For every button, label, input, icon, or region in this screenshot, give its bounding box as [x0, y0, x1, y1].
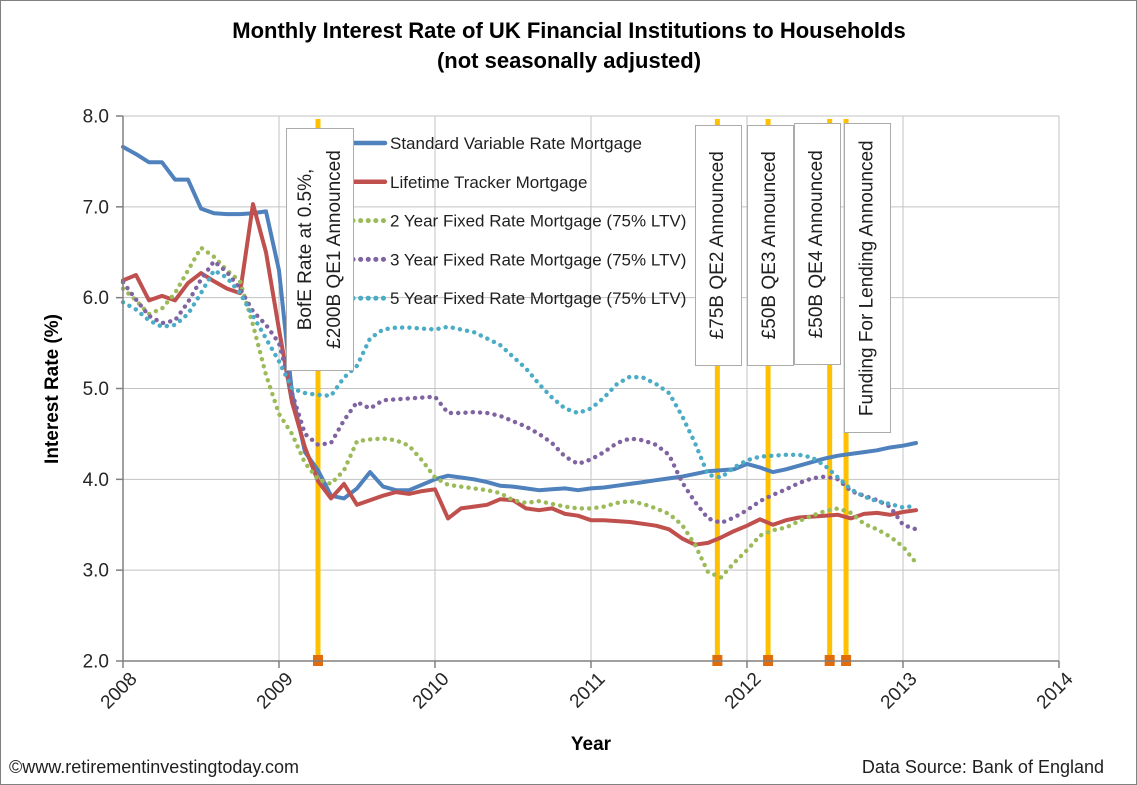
series-line-3 [120, 245, 919, 580]
legend-label-1: Standard Variable Rate Mortgage [390, 134, 642, 153]
x-tick-label: 2009 [253, 669, 298, 714]
chart-title-line1: Monthly Interest Rate of UK Financial In… [232, 18, 905, 43]
y-tick-label: 2.0 [83, 652, 109, 673]
x-tick-label: 2012 [721, 669, 766, 714]
legend: Standard Variable Rate Mortgage Lifetime … [350, 134, 686, 308]
x-tick-label: 2014 [1033, 668, 1078, 713]
x-tick-label: 2011 [566, 669, 610, 713]
x-axis-title: Year [571, 734, 612, 755]
x-tick-label: 2013 [877, 669, 922, 714]
y-tick-label: 8.0 [83, 107, 109, 128]
y-tick-label: 7.0 [83, 197, 109, 218]
axes [116, 115, 1060, 668]
series-line-5 [120, 268, 919, 510]
y-tick-label: 6.0 [83, 288, 109, 309]
y-tick-label: 5.0 [83, 379, 109, 400]
gridlines [123, 115, 1060, 661]
legend-label-2: Lifetime Tracker Mortgage [390, 173, 587, 192]
y-tick-label: 3.0 [83, 561, 109, 582]
legend-label-3: 2 Year Fixed Rate Mortgage (75% LTV) [390, 212, 686, 231]
series-line-4 [120, 259, 919, 532]
annotation-lines [313, 119, 852, 666]
x-tick-label: 2010 [409, 669, 454, 714]
series-line-1 [121, 144, 918, 501]
y-axis-title: Interest Rate (%) [42, 314, 63, 464]
series-line-2 [121, 202, 918, 547]
x-tick-label: 2008 [97, 669, 142, 714]
data-series [120, 144, 919, 580]
chart-title-line2: (not seasonally adjusted) [437, 48, 701, 73]
tick-labels: 2.0 3.0 4.0 5.0 6.0 7.0 8.0 2008 2009 2010 2011 201… [83, 107, 1078, 714]
copyright-text: ©www.retirementinvestingtoday.com [9, 757, 299, 777]
data-source-text: Data Source: Bank of England [862, 757, 1104, 777]
legend-label-5: 5 Year Fixed Rate Mortgage (75% LTV) [390, 289, 686, 308]
y-tick-label: 4.0 [83, 470, 109, 491]
legend-label-4: 3 Year Fixed Rate Mortgage (75% LTV) [390, 250, 686, 269]
